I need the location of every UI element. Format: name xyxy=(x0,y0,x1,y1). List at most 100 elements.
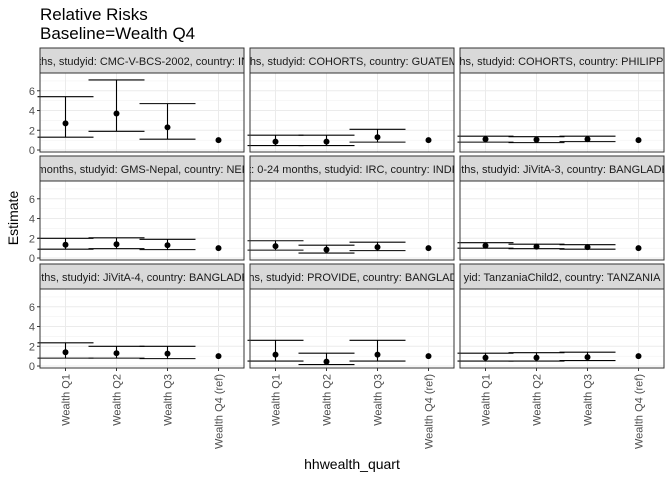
estimate-point-3 xyxy=(584,354,591,361)
x-tick-label: Wealth Q2 xyxy=(322,374,334,426)
facet-strip-label: 24 months, studyid: GMS-Nepal, country: … xyxy=(22,164,261,176)
estimate-point-4 xyxy=(635,353,642,360)
facet-strip-label: yid: TanzaniaChild2, country: TANZANIA xyxy=(464,272,662,284)
panel-background xyxy=(250,73,454,152)
panel-border xyxy=(249,180,455,261)
estimate-point-3 xyxy=(374,134,381,141)
y-axis: 0 2 4 6 xyxy=(29,86,40,157)
y-tick-label: 4 xyxy=(29,214,35,226)
x-tick-label: Wealth Q1 xyxy=(61,374,73,426)
y-tick-label: 0 xyxy=(29,253,35,265)
facet-panels: months, studyid: CMC-V-BCS-2002, country… xyxy=(17,47,672,369)
x-tick-label: Wealth Q1 xyxy=(271,374,283,426)
x-axis: Wealth Q1 Wealth Q2 Wealth Q3 Wealth Q4 (re… xyxy=(481,368,646,449)
facet-strip-label: months, studyid: COHORTS, country: PHILI… xyxy=(435,56,672,68)
estimate-point-4 xyxy=(215,245,222,252)
panel-border xyxy=(459,72,665,153)
panel-border xyxy=(39,72,245,153)
estimate-point-2 xyxy=(113,241,120,248)
estimate-point-3 xyxy=(164,242,171,249)
facet-strip xyxy=(39,155,245,182)
panel-background xyxy=(250,289,454,368)
facet-strip-label: months, studyid: JiVitA-3, country: BANG… xyxy=(440,164,672,176)
estimate-point-1 xyxy=(62,241,69,248)
facet-panel: months, studyid: COHORTS, country: GUATE… xyxy=(225,47,479,153)
estimate-point-4 xyxy=(425,137,432,144)
estimate-point-2 xyxy=(323,358,330,365)
x-tick-label: Wealth Q3 xyxy=(373,374,385,426)
x-tick-label: Wealth Q1 xyxy=(481,374,493,426)
x-tick-label: Wealth Q4 (ref) xyxy=(214,374,226,449)
y-tick-label: 4 xyxy=(29,106,35,118)
y-tick-label: 4 xyxy=(29,322,35,334)
facet-strip xyxy=(459,47,665,74)
estimate-point-2 xyxy=(323,246,330,253)
estimate-point-4 xyxy=(635,245,642,252)
estimate-point-1 xyxy=(482,136,489,143)
panel-border xyxy=(39,288,245,369)
panel-background xyxy=(460,73,664,152)
facet-panel: months, studyid: JiVitA-4, country: BANG… xyxy=(20,263,264,369)
estimate-point-3 xyxy=(374,244,381,251)
estimate-point-2 xyxy=(113,350,120,357)
estimate-point-1 xyxy=(482,242,489,249)
y-tick-label: 6 xyxy=(29,86,35,98)
panel-border xyxy=(39,180,245,261)
facet-strip-label: months, studyid: CMC-V-BCS-2002, country… xyxy=(17,56,268,68)
x-axis: Wealth Q1 Wealth Q2 Wealth Q3 Wealth Q4 (re… xyxy=(61,368,226,449)
y-axis: 0 2 4 6 xyxy=(29,194,40,265)
x-tick-label: Wealth Q3 xyxy=(163,374,175,426)
y-tick-label: 6 xyxy=(29,194,35,206)
y-tick-label: 2 xyxy=(29,341,35,353)
panel-border xyxy=(249,72,455,153)
panel-background xyxy=(40,181,244,260)
facet-strip xyxy=(249,263,455,290)
estimate-point-1 xyxy=(62,349,69,356)
estimate-point-2 xyxy=(533,136,540,143)
facet-strip xyxy=(459,263,665,290)
panel-border xyxy=(459,180,665,261)
facet-strip xyxy=(39,47,245,74)
panel-background xyxy=(250,181,454,260)
x-tick-label: Wealth Q4 (ref) xyxy=(424,374,436,449)
y-axis-title: Estimate xyxy=(5,191,21,246)
estimate-point-1 xyxy=(272,138,279,145)
x-axes: Wealth Q1 Wealth Q2 Wealth Q3 Wealth Q4 (re… xyxy=(61,368,646,449)
y-tick-label: 6 xyxy=(29,302,35,314)
estimate-point-4 xyxy=(635,137,642,144)
x-tick-label: Wealth Q2 xyxy=(532,374,544,426)
facet-panel: months, studyid: PROVIDE, country: BANGL… xyxy=(247,263,455,369)
estimate-point-4 xyxy=(215,353,222,360)
y-tick-label: 2 xyxy=(29,125,35,137)
chart-title-line-2: Baseline=Wealth Q4 xyxy=(40,24,195,43)
estimate-point-1 xyxy=(272,351,279,358)
facet-panel: months, studyid: CMC-V-BCS-2002, country… xyxy=(17,47,268,153)
panel-background xyxy=(40,289,244,368)
x-tick-label: Wealth Q3 xyxy=(583,374,595,426)
estimate-point-3 xyxy=(374,351,381,358)
estimate-point-4 xyxy=(215,137,222,144)
y-tick-label: 2 xyxy=(29,233,35,245)
estimate-point-2 xyxy=(533,354,540,361)
estimate-point-3 xyxy=(584,136,591,143)
estimate-point-4 xyxy=(425,245,432,252)
estimate-point-3 xyxy=(584,244,591,251)
panel-background xyxy=(460,289,664,368)
estimate-point-3 xyxy=(164,350,171,357)
estimate-point-1 xyxy=(272,243,279,250)
estimate-point-2 xyxy=(323,138,330,145)
estimate-point-1 xyxy=(482,354,489,361)
estimate-point-4 xyxy=(425,353,432,360)
facet-panel: months, studyid: JiVitA-3, country: BANG… xyxy=(440,155,672,261)
facet-strip-label: months, studyid: JiVitA-4, country: BANG… xyxy=(20,272,264,284)
facet-strip xyxy=(249,47,455,74)
facet-panel: at: 0-24 months, studyid: IRC, country: … xyxy=(242,155,463,261)
facet-strip xyxy=(249,155,455,182)
facet-strip-label: months, studyid: COHORTS, country: GUATE… xyxy=(225,56,479,68)
estimate-point-2 xyxy=(113,110,120,117)
facet-strip-label: at: 0-24 months, studyid: IRC, country: … xyxy=(242,164,463,176)
y-tick-label: 0 xyxy=(29,361,35,373)
panel-background xyxy=(460,181,664,260)
x-tick-label: Wealth Q2 xyxy=(112,374,124,426)
